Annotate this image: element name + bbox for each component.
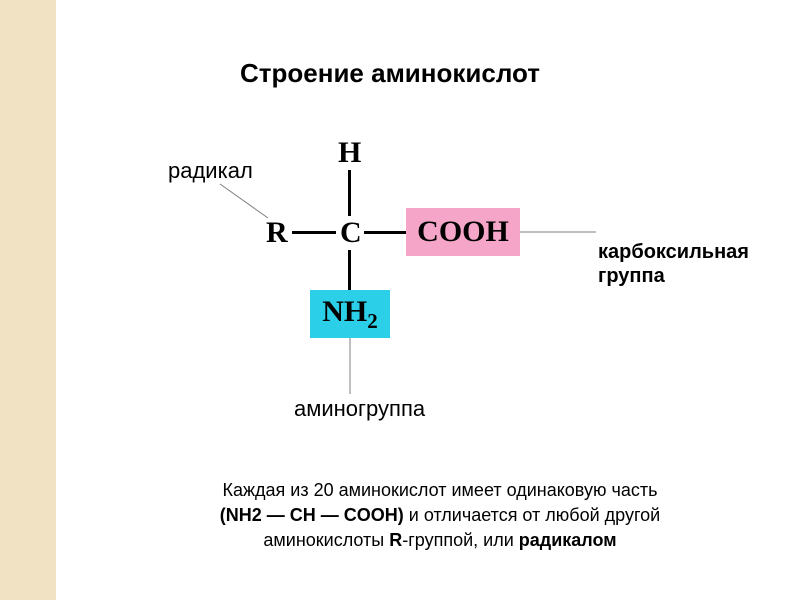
bond-c-cooh (364, 231, 406, 234)
caption-l2: (NH2 — CH — COOH) и отличается от любой … (160, 503, 720, 528)
caption-l3: аминокислоты R-группой, или радикалом (160, 528, 720, 553)
page-title: Строение аминокислот (240, 58, 540, 89)
label-radical: радикал (168, 158, 253, 184)
label-amino: аминогруппа (294, 396, 425, 422)
bond-c-nh2 (348, 250, 351, 290)
atom-h: H (338, 138, 361, 168)
nh2-box: NH2 (310, 290, 390, 338)
atom-c: C (340, 218, 362, 248)
atom-r: R (266, 218, 288, 248)
left-strip (0, 0, 56, 600)
cooh-box: COOH (406, 208, 520, 256)
caption: Каждая из 20 аминокислот имеет одинакову… (160, 478, 720, 554)
label-carboxyl: карбоксильная группа (598, 240, 749, 288)
atom-cooh: COOH (417, 217, 509, 247)
caption-l1: Каждая из 20 аминокислот имеет одинакову… (160, 478, 720, 503)
bond-r-c (292, 231, 336, 234)
atom-nh2: NH2 (322, 297, 378, 332)
bond-c-h (348, 170, 351, 216)
